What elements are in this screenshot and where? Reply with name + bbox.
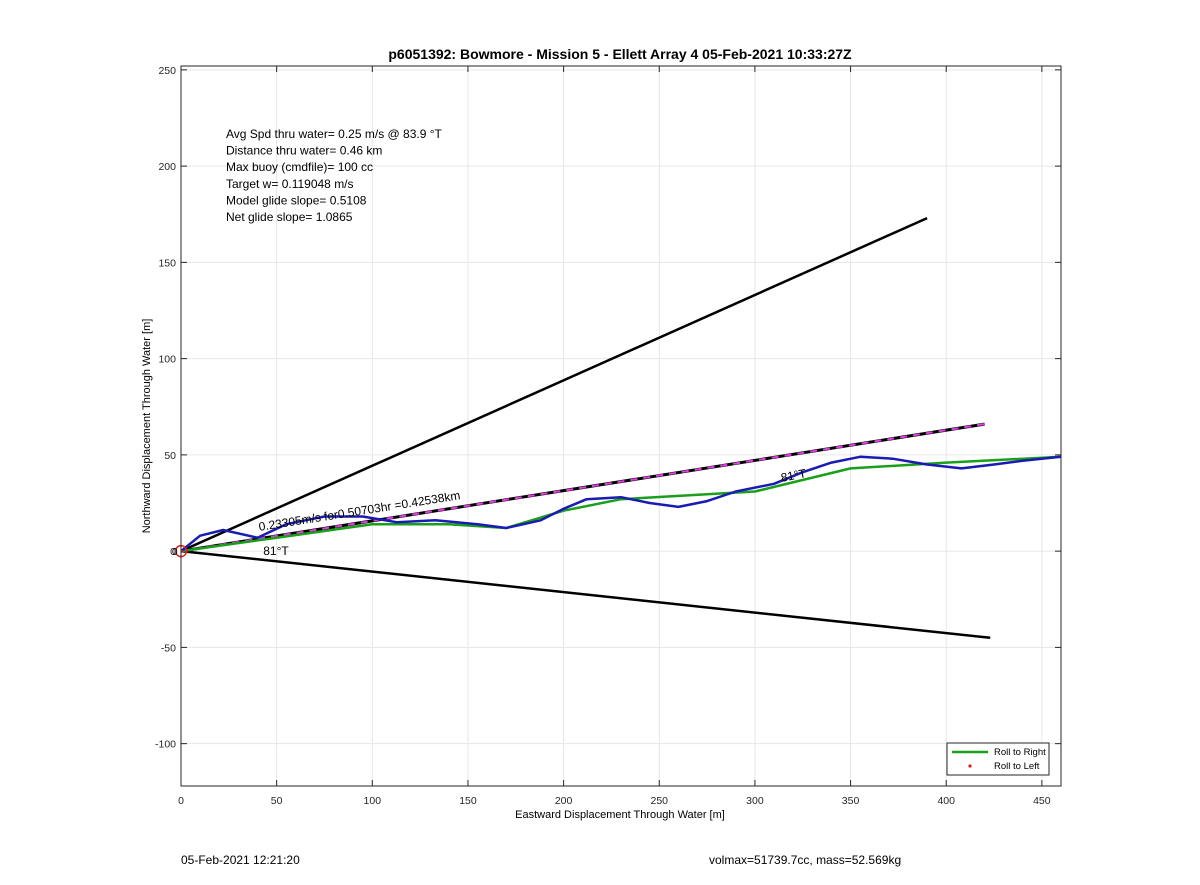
y-tick-label: 0 <box>170 546 176 558</box>
glider-track-line <box>181 455 1061 553</box>
legend-label-roll-left: Roll to Left <box>994 761 1040 772</box>
x-tick-label: 50 <box>271 795 283 807</box>
legend-label-roll-right: Roll to Right <box>994 747 1046 758</box>
info-line: Target w= 0.119048 m/s <box>226 177 354 191</box>
lower-bound-line <box>181 549 991 640</box>
x-tick-label: 0 <box>178 795 184 807</box>
x-tick-label: 350 <box>842 795 860 807</box>
y-tick-label: 150 <box>158 257 176 269</box>
info-line: Net glide slope= 1.0865 <box>226 210 353 224</box>
lower-heading-annotation: 81°T <box>263 544 289 558</box>
y-tick-label: 50 <box>164 450 176 462</box>
footer-volmax: volmax=51739.7cc, mass=52.569kg <box>709 853 902 867</box>
chart-title: p6051392: Bowmore - Mission 5 - Ellett A… <box>388 46 852 62</box>
info-line: Avg Spd thru water= 0.25 m/s @ 83.9 °T <box>226 127 443 141</box>
start-marker-label: 0 <box>172 547 178 558</box>
footer-date: 05-Feb-2021 12:21:20 <box>181 853 300 867</box>
info-line: Model glide slope= 0.5108 <box>226 193 367 207</box>
info-text-block: Avg Spd thru water= 0.25 m/s @ 83.9 °T Di… <box>226 127 443 224</box>
x-tick-label: 400 <box>937 795 955 807</box>
info-line: Max buoy (cmdfile)= 100 cc <box>226 160 373 174</box>
x-tick-label: 200 <box>555 795 573 807</box>
legend-box <box>946 742 1050 776</box>
y-tick-label: 200 <box>158 161 176 173</box>
y-axis-ticks: -100 -50 0 50 100 150 200 250 <box>155 65 1061 751</box>
y-axis-label: Northward Displacement Through Water [m] <box>141 319 153 534</box>
plot-content: 81°T <box>181 216 1061 640</box>
y-tick-label: -100 <box>155 739 176 751</box>
legend: Roll to Right Roll to Left <box>946 742 1050 776</box>
y-tick-label: 250 <box>158 65 176 77</box>
y-tick-label: 100 <box>158 354 176 366</box>
x-tick-label: 100 <box>364 795 382 807</box>
upper-bound-line <box>181 216 928 553</box>
x-axis-label: Eastward Displacement Through Water [m] <box>515 809 725 821</box>
x-tick-label: 150 <box>459 795 477 807</box>
heading-line-dashes <box>181 423 985 553</box>
x-tick-label: 300 <box>746 795 764 807</box>
x-tick-label: 450 <box>1033 795 1051 807</box>
grid <box>180 66 1061 786</box>
x-tick-label: 250 <box>650 795 668 807</box>
upper-heading-annotation: 81°T <box>780 466 808 485</box>
axes-box <box>180 65 1062 787</box>
legend-swatch-roll-left <box>968 764 972 768</box>
info-line: Distance thru water= 0.46 km <box>226 144 382 158</box>
y-tick-label: -50 <box>161 642 176 654</box>
series-line-roll-right <box>181 455 1061 553</box>
